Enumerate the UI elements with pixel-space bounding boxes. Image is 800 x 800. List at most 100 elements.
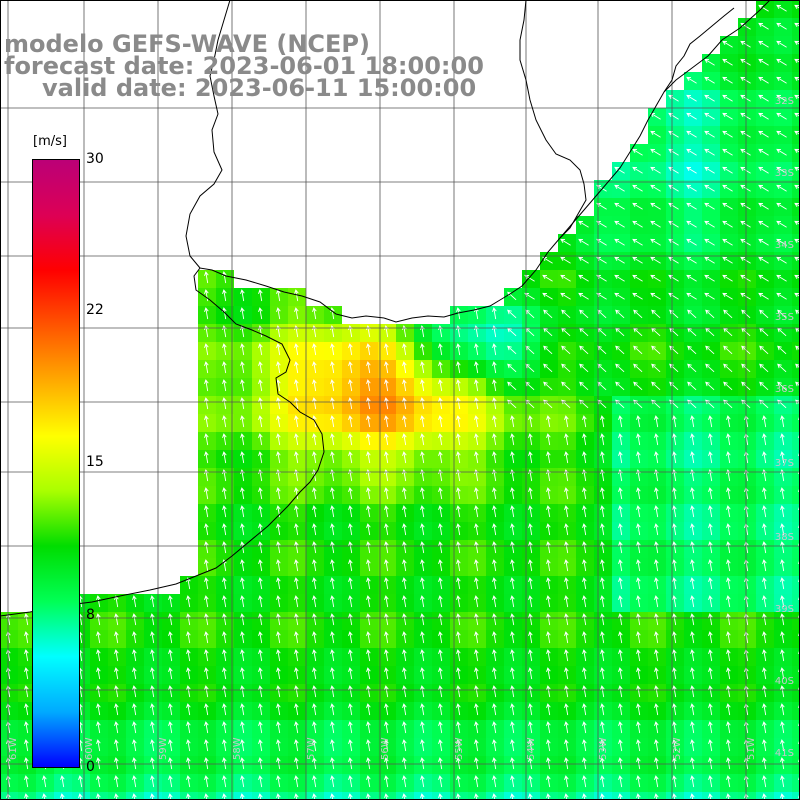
wind-arrow bbox=[542, 256, 553, 264]
wind-arrow bbox=[402, 703, 407, 716]
wind-arrow bbox=[474, 451, 479, 464]
wind-arrow bbox=[561, 309, 571, 319]
wind-arrow bbox=[348, 739, 353, 752]
wind-arrow bbox=[726, 685, 731, 698]
wind-arrow bbox=[686, 274, 697, 282]
wind-arrow bbox=[330, 487, 335, 500]
wind-arrow bbox=[276, 559, 281, 572]
wind-arrow bbox=[240, 595, 245, 608]
wind-arrow bbox=[348, 397, 353, 410]
wind-arrow bbox=[636, 523, 641, 536]
grid-cell bbox=[792, 576, 800, 594]
wind-arrow bbox=[492, 631, 497, 644]
wind-arrow bbox=[704, 238, 715, 246]
wind-arrow bbox=[96, 685, 101, 698]
wind-arrow bbox=[474, 505, 479, 518]
wind-arrow bbox=[687, 345, 697, 355]
wind-arrow bbox=[510, 631, 515, 644]
wind-arrow bbox=[366, 361, 371, 374]
wind-arrow bbox=[650, 202, 661, 210]
wind-arrow bbox=[258, 649, 263, 662]
wind-arrow bbox=[546, 487, 551, 500]
wind-arrow bbox=[708, 523, 713, 536]
wind-arrow bbox=[672, 487, 677, 500]
lon-label: 58W bbox=[232, 737, 243, 760]
wind-arrow bbox=[507, 363, 517, 373]
wind-arrow bbox=[276, 703, 281, 716]
wind-arrow bbox=[456, 397, 461, 410]
wind-arrow bbox=[132, 667, 137, 680]
wind-arrow bbox=[650, 148, 661, 156]
wind-arrow bbox=[582, 649, 587, 662]
wind-arrow bbox=[186, 577, 191, 590]
wind-arrow bbox=[690, 667, 695, 680]
wind-arrow bbox=[384, 361, 389, 374]
wind-arrow bbox=[722, 274, 733, 282]
wind-arrow bbox=[492, 451, 497, 464]
wind-arrow bbox=[222, 631, 227, 644]
wind-arrow bbox=[348, 361, 353, 374]
wind-arrow bbox=[762, 577, 767, 590]
wind-arrow bbox=[96, 667, 101, 680]
wind-arrow bbox=[456, 559, 461, 572]
wind-arrow bbox=[561, 399, 571, 409]
wind-arrow bbox=[276, 433, 281, 446]
lat-label: 40S bbox=[774, 676, 794, 687]
wind-arrow bbox=[636, 505, 641, 518]
wind-arrow bbox=[561, 381, 571, 391]
wind-arrow bbox=[258, 289, 263, 302]
lat-label: 37S bbox=[774, 458, 794, 469]
wind-arrow bbox=[420, 541, 425, 554]
wind-arrow bbox=[348, 343, 353, 356]
wind-arrow bbox=[240, 721, 245, 734]
wind-arrow bbox=[762, 541, 767, 554]
wind-arrow bbox=[780, 415, 785, 428]
wind-arrow bbox=[96, 649, 101, 662]
wind-arrow bbox=[204, 685, 209, 698]
wind-arrow bbox=[722, 112, 733, 120]
wind-arrow bbox=[96, 739, 101, 752]
wind-arrow bbox=[578, 238, 589, 246]
wind-arrow bbox=[330, 433, 335, 446]
wind-arrow bbox=[24, 649, 29, 662]
wind-arrow bbox=[366, 667, 371, 680]
wind-arrow bbox=[186, 721, 191, 734]
lat-label: 33S bbox=[774, 168, 794, 179]
wind-arrow bbox=[222, 577, 227, 590]
grid-cell bbox=[792, 396, 800, 414]
wind-arrow bbox=[708, 433, 713, 446]
wind-arrow bbox=[24, 775, 29, 788]
wind-arrow bbox=[776, 256, 787, 264]
wind-arrow bbox=[312, 667, 317, 680]
wind-arrow bbox=[690, 487, 695, 500]
wind-arrow bbox=[650, 274, 661, 282]
wind-arrow bbox=[564, 487, 569, 500]
wind-arrow bbox=[600, 415, 605, 428]
wind-arrow bbox=[564, 577, 569, 590]
wind-arrow bbox=[690, 577, 695, 590]
wind-arrow bbox=[384, 415, 389, 428]
wind-arrow bbox=[510, 487, 515, 500]
wind-arrow bbox=[474, 397, 479, 410]
wind-arrow bbox=[632, 184, 643, 192]
grid-cell bbox=[792, 720, 800, 738]
wind-arrow bbox=[258, 361, 263, 374]
wind-arrow bbox=[330, 775, 335, 788]
wind-arrow bbox=[687, 381, 697, 391]
wind-arrow bbox=[384, 451, 389, 464]
wind-arrow bbox=[492, 577, 497, 590]
wind-arrow bbox=[636, 541, 641, 554]
wind-arrow bbox=[114, 649, 119, 662]
wind-arrow bbox=[528, 415, 533, 428]
grid-cell bbox=[792, 36, 800, 54]
wind-arrow bbox=[168, 595, 173, 608]
wind-arrow bbox=[510, 577, 515, 590]
wind-arrow bbox=[492, 703, 497, 716]
colorbar-tick-0: 0 bbox=[86, 759, 95, 775]
coastline-parana-delta bbox=[185, 0, 231, 269]
wind-arrow bbox=[276, 667, 281, 680]
wind-arrow bbox=[723, 363, 733, 373]
wind-arrow bbox=[276, 685, 281, 698]
grid-cell bbox=[792, 684, 800, 702]
wind-arrow bbox=[686, 94, 697, 102]
